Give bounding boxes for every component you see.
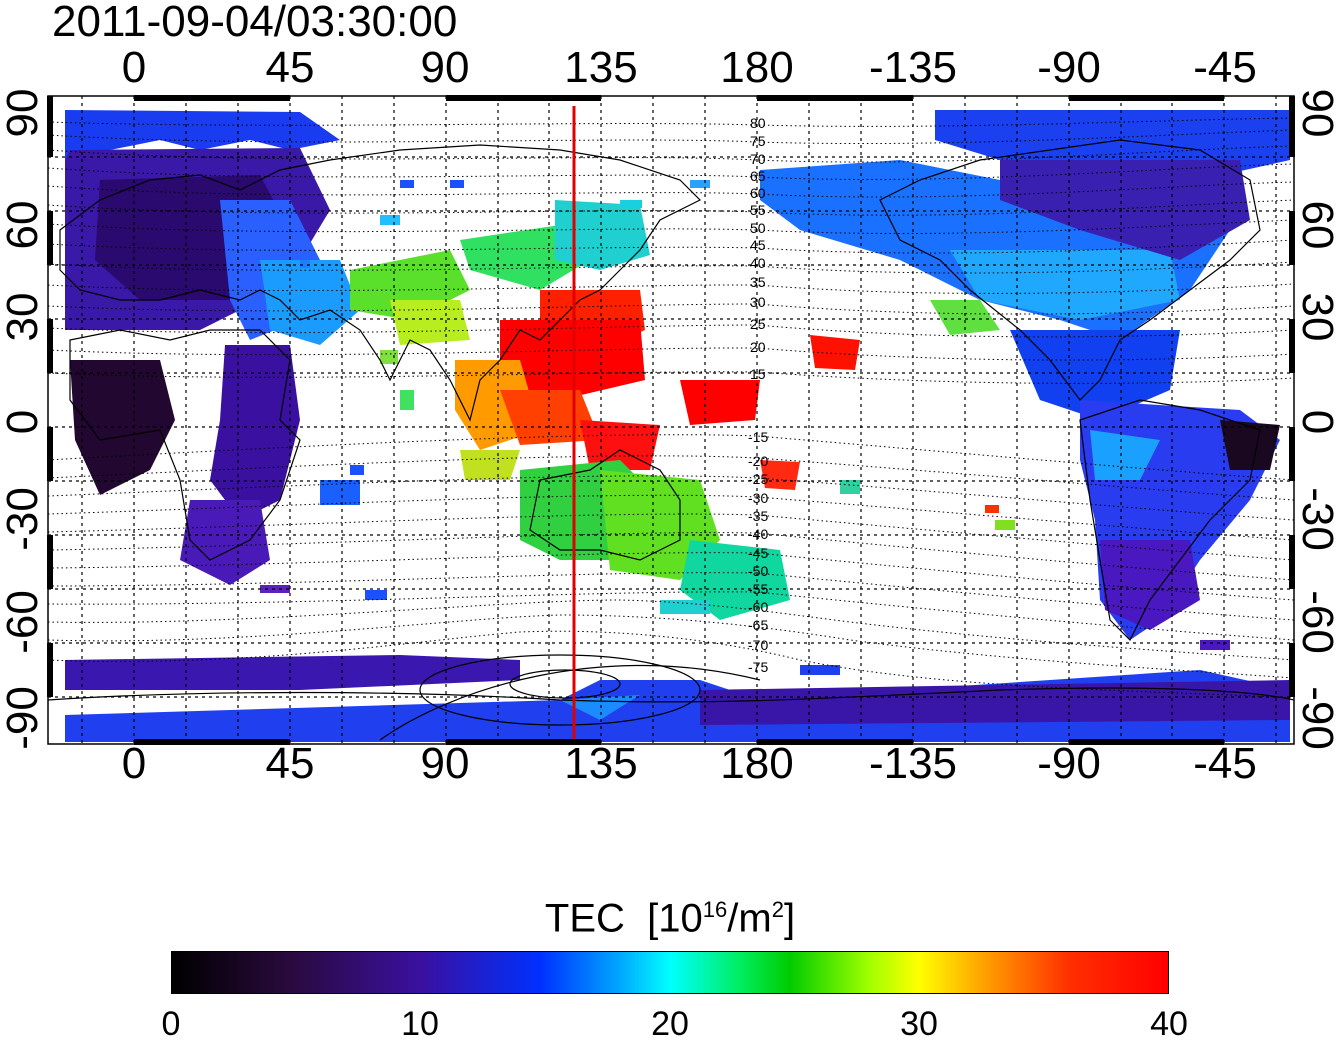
coastlines (48, 139, 1294, 741)
lon-label-top: 90 (420, 43, 470, 92)
mlat-label: -70 (748, 637, 768, 653)
lon-label-top: -45 (1193, 43, 1257, 92)
colorbar-unit-square: 2 (771, 897, 784, 922)
mlat-label: -65 (748, 617, 768, 633)
colorbar-tick-label: 20 (651, 1005, 689, 1043)
lon-label-top: 45 (265, 43, 315, 92)
colorbar-tick-label: 40 (1150, 1005, 1188, 1043)
lon-label-bottom: -45 (1193, 739, 1257, 788)
lon-label-top: 0 (121, 43, 147, 92)
mlat-label: 45 (750, 237, 766, 253)
mlat-label: -45 (748, 545, 768, 561)
lon-label-bottom: 45 (265, 739, 315, 788)
mlat-label: -55 (748, 581, 768, 597)
mlat-label: -50 (748, 563, 768, 579)
colorbar-tick-label: 10 (401, 1005, 439, 1043)
mlat-label: -40 (748, 526, 768, 542)
mlat-label: -35 (748, 508, 768, 524)
lon-label-bottom: -135 (868, 739, 958, 788)
mlat-label: -30 (748, 490, 768, 506)
mlat-label: 75 (750, 133, 766, 149)
mlat-label: 60 (750, 185, 766, 201)
lon-label-top: 180 (720, 43, 794, 92)
magnetic-latitude-labels: 80 75 70 65 60 55 50 45 40 35 30 25 20 1… (748, 115, 768, 675)
mlat-label: 30 (750, 294, 766, 310)
lon-label-bottom: -90 (1037, 739, 1101, 788)
colorbar-unit-suffix: ] (783, 896, 796, 941)
mlat-label: 50 (750, 220, 766, 236)
colorbar-tick-label: 30 (900, 1005, 938, 1043)
lon-label-top: -135 (868, 43, 958, 92)
colorbar-unit-exponent: 16 (702, 897, 728, 922)
lon-label-bottom: 135 (564, 739, 638, 788)
colorbar-title-label: TEC (544, 896, 625, 941)
mlat-label: -25 (748, 471, 768, 487)
mlat-label: 80 (750, 115, 766, 131)
mlat-label: 15 (750, 366, 766, 382)
mlat-label: -15 (748, 429, 768, 445)
colorbar-unit-mid: /m (727, 896, 772, 941)
mlat-label: 35 (750, 274, 766, 290)
mlat-label: 20 (750, 339, 766, 355)
lon-label-bottom: 0 (121, 739, 147, 788)
map-frame (47, 95, 1295, 745)
mlat-label: 25 (750, 316, 766, 332)
mlat-label: -60 (748, 599, 768, 615)
tec-data-layer (65, 110, 1290, 742)
mlat-label: 65 (750, 168, 766, 184)
mlat-label: 55 (750, 202, 766, 218)
graticule (48, 96, 1294, 744)
lon-label-top: 135 (564, 43, 638, 92)
magnetic-latitude-contours (48, 117, 1294, 699)
mlat-label: 70 (750, 151, 766, 167)
mlat-label: -75 (748, 659, 768, 675)
map-border-ticks (47, 95, 1295, 745)
lon-label-top: -90 (1037, 43, 1101, 92)
mlat-label: -20 (748, 453, 768, 469)
colorbar-unit-prefix: [10 (647, 896, 703, 941)
map-timestamp: 2011-09-04/03:30:00 (52, 0, 458, 46)
lon-label-bottom: 90 (420, 739, 470, 788)
mlat-label: 40 (750, 255, 766, 271)
colorbar-tick-label: 0 (161, 1005, 181, 1043)
colorbar (171, 951, 1169, 994)
colorbar-title: TEC [1016/m2] (470, 886, 870, 942)
lon-label-bottom: 180 (720, 739, 794, 788)
